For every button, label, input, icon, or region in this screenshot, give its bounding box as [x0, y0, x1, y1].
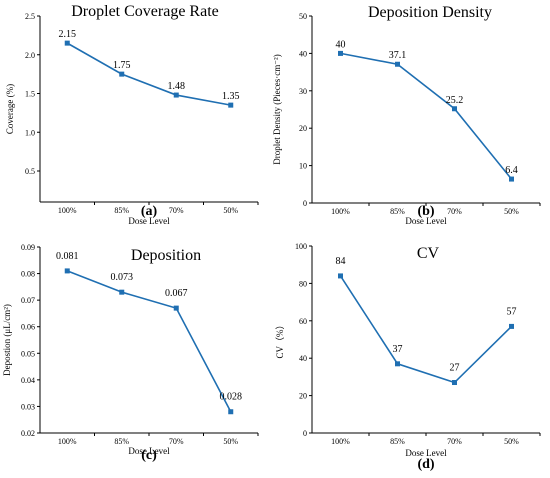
x-axis-label: Dose Level: [405, 448, 447, 458]
x-tick-label: 70%: [169, 437, 184, 446]
data-label: 0.028: [220, 392, 243, 403]
data-label: 27: [450, 363, 460, 374]
y-tick-label: 0.07: [21, 296, 35, 305]
data-label: 57: [507, 306, 517, 317]
x-tick-label: 50%: [504, 437, 519, 446]
data-point-marker: [452, 380, 457, 386]
y-tick-label: 0.04: [21, 376, 35, 385]
chart-title: Deposition: [131, 247, 201, 264]
data-point-marker: [119, 71, 125, 77]
chart-title: Droplet Coverage Rate: [71, 3, 219, 20]
data-label: 2.15: [59, 29, 77, 40]
x-tick-label: 50%: [504, 207, 519, 216]
data-point-marker: [395, 361, 400, 367]
series-line: [66, 42, 231, 106]
data-point-marker: [509, 176, 514, 182]
x-tick-label: 100%: [331, 207, 350, 216]
panel-label: (d): [417, 457, 434, 472]
panel-label: (c): [141, 448, 157, 463]
chart-panel-1: 0.5 1.0 1.5 2.0 2.5 100% 85% 70% 50% Droplet Cove…: [5, 3, 259, 226]
y-tick-label: 0.09: [21, 243, 35, 252]
x-axis-label: Dose Level: [405, 216, 447, 226]
series-line: [66, 270, 232, 413]
x-tick-label: 50%: [223, 437, 238, 446]
chart-title: Deposition Density: [368, 4, 492, 21]
y-tick-label: 1.5: [25, 90, 35, 99]
data-label: 1.35: [222, 91, 240, 102]
chart-panel-2: 0 10 20 30 40 50 100% 85% 70% 50% Deposition Densi…: [272, 4, 541, 226]
data-label: 0.067: [165, 288, 188, 299]
data-point-marker: [64, 268, 70, 274]
x-tick-label: 85%: [390, 437, 405, 446]
y-tick-label: 80: [299, 279, 307, 288]
data-label: 0.073: [111, 272, 134, 283]
data-point-marker: [338, 273, 343, 279]
data-label: 1.48: [168, 81, 186, 92]
x-axis-label: Dose Level: [128, 446, 170, 456]
y-tick-label: 0.05: [21, 349, 35, 358]
y-tick-label: 1.0: [25, 128, 35, 137]
y-axis-label: Coverage (%): [5, 84, 15, 134]
data-label: 25.2: [446, 95, 464, 106]
panel-label: (a): [141, 204, 158, 219]
x-tick-label: 70%: [447, 437, 462, 446]
y-tick-label: 100: [295, 242, 307, 251]
y-tick-label: 50: [299, 12, 307, 21]
y-tick-label: 0.03: [21, 402, 35, 411]
data-point-marker: [173, 305, 179, 311]
data-point-marker: [395, 61, 400, 67]
data-point-marker: [119, 289, 125, 295]
y-tick-label: 10: [299, 162, 307, 171]
x-tick-label: 100%: [58, 437, 77, 446]
y-axis-label: Depostion (μL/cm²): [2, 304, 12, 376]
data-label: 37: [393, 344, 403, 355]
y-tick-label: 0.02: [21, 429, 35, 438]
y-tick-label: 0.06: [21, 323, 35, 332]
x-tick-label: 100%: [331, 437, 350, 446]
y-tick-label: 2.5: [25, 12, 35, 21]
data-label: 0.081: [56, 251, 79, 262]
y-tick-label: 40: [299, 354, 307, 363]
data-label: 1.75: [113, 60, 131, 71]
y-tick-label: 0.08: [21, 270, 35, 279]
panel-label: (b): [417, 204, 434, 219]
data-point-marker: [173, 92, 179, 98]
x-tick-label: 50%: [223, 206, 238, 215]
data-point-marker: [338, 50, 343, 56]
chart-title: CV: [417, 245, 440, 262]
data-label: 84: [336, 256, 346, 267]
chart-panel-3: 0.02 0.03 0.04 0.05 0.06 0.07 0.08 0.09 100% 85% 7…: [2, 243, 259, 463]
y-tick-label: 40: [299, 49, 307, 58]
data-label: 37.1: [389, 50, 407, 61]
y-axis-label: Droplet Density (Pieces·cm⁻²): [272, 54, 282, 164]
data-label: 6.4: [505, 165, 518, 176]
chart-panel-4: 0 20 40 60 80 100 100% 85% 70% 50% CV Dose Level CV（…: [275, 242, 541, 472]
data-point-marker: [228, 102, 234, 108]
y-tick-label: 0.5: [25, 167, 35, 176]
x-tick-label: 70%: [169, 206, 184, 215]
y-tick-label: 30: [299, 87, 307, 96]
y-axis-label: CV（%）: [275, 321, 285, 359]
series-line: [339, 275, 513, 384]
data-point-marker: [452, 106, 457, 112]
series-line: [340, 52, 513, 180]
data-label: 40: [336, 39, 346, 50]
x-tick-label: 70%: [447, 207, 462, 216]
data-point-marker: [509, 323, 514, 329]
y-tick-label: 0: [303, 199, 307, 208]
y-tick-label: 2.0: [25, 51, 35, 60]
x-tick-label: 85%: [390, 207, 405, 216]
x-tick-label: 85%: [114, 206, 129, 215]
y-tick-label: 20: [299, 124, 307, 133]
x-tick-label: 100%: [58, 206, 77, 215]
x-tick-label: 85%: [114, 437, 129, 446]
data-point-marker: [64, 40, 70, 46]
y-tick-label: 20: [299, 392, 307, 401]
y-tick-label: 60: [299, 317, 307, 326]
data-point-marker: [228, 409, 234, 415]
y-tick-label: 0: [303, 429, 307, 438]
x-axis-label: Dose Level: [128, 216, 170, 226]
